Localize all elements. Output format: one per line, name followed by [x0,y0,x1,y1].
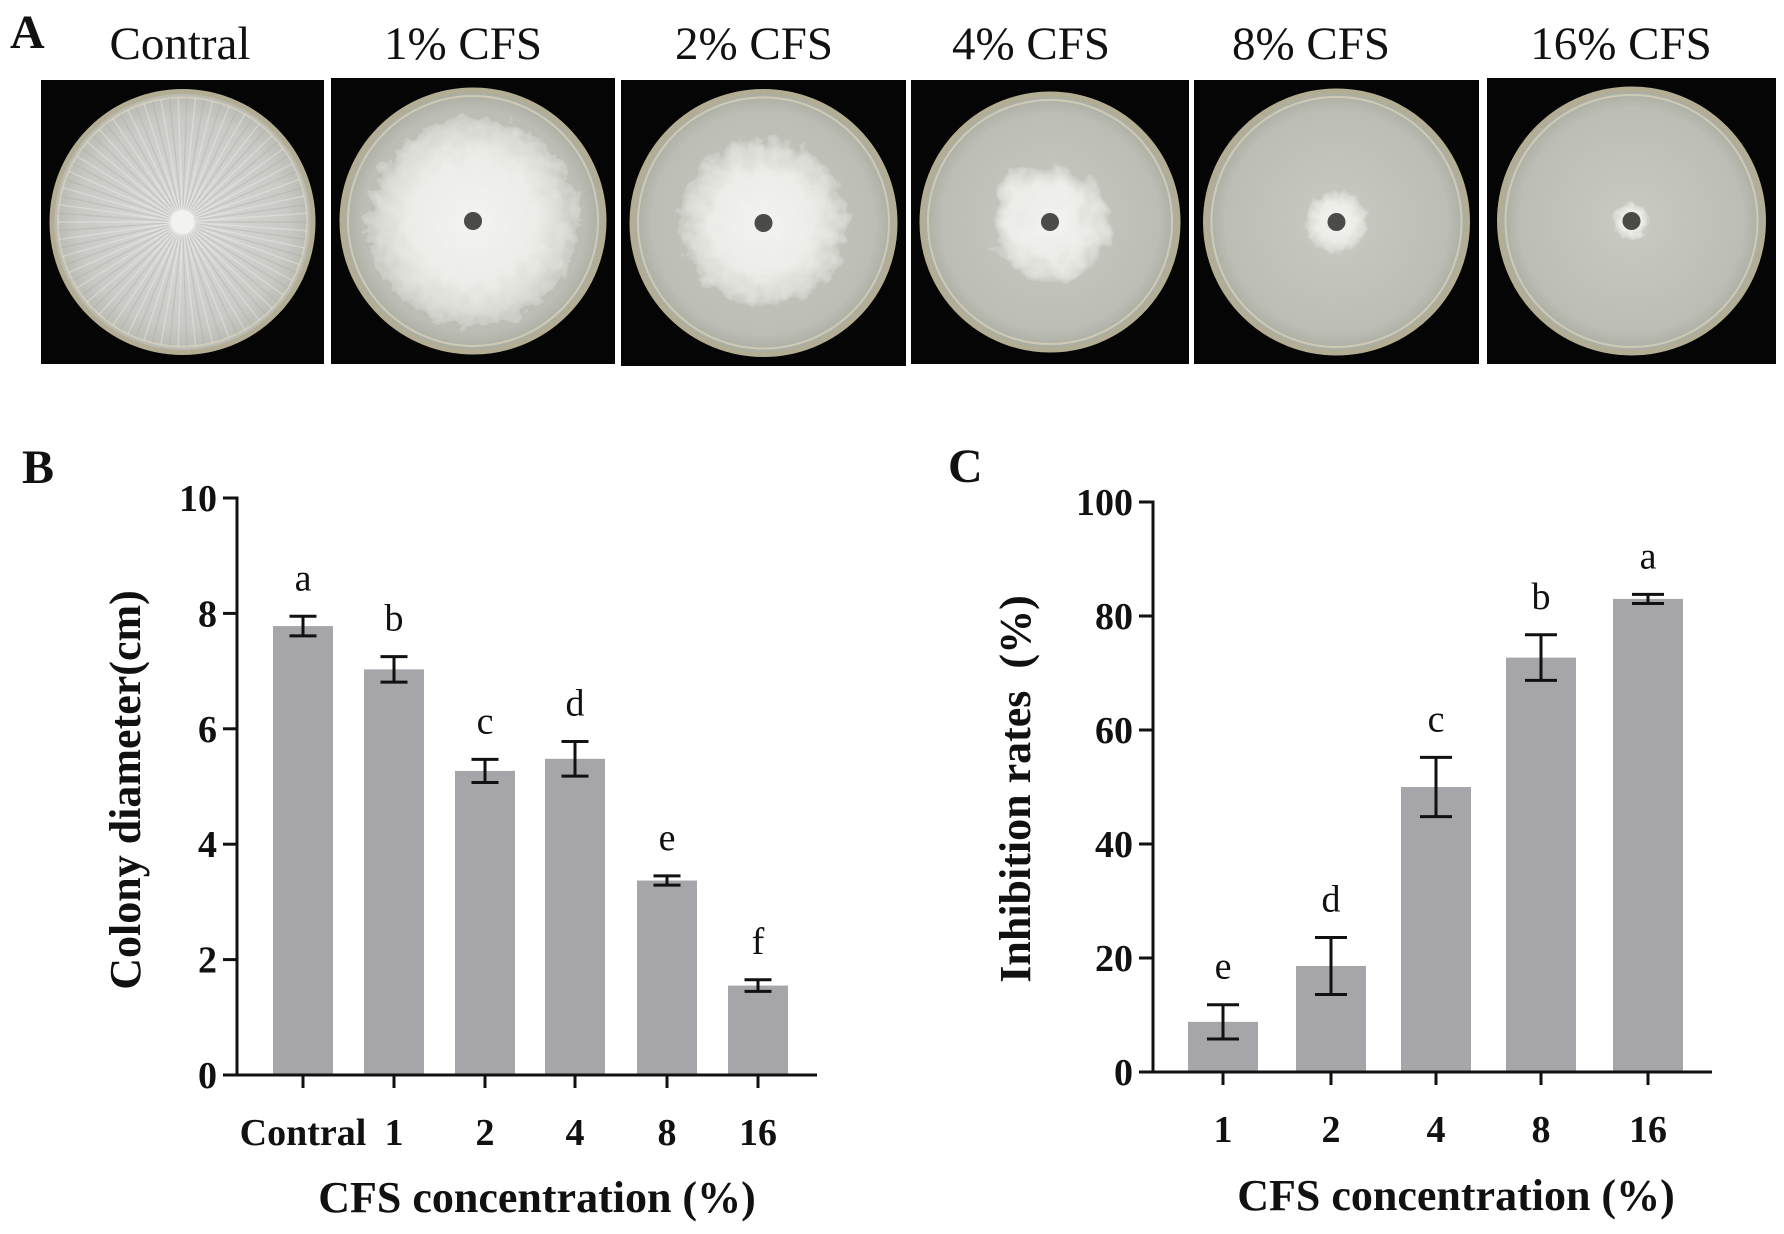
photo-4pct [911,80,1189,364]
bar-16 [728,985,788,1075]
x-tick-label: 1 [1214,1109,1233,1151]
photo-title-8pct: 8% CFS [1232,18,1390,70]
significance-letter-4: d [566,682,585,724]
y-tick-label: 0 [198,1055,217,1097]
error-bar-Contral [289,614,317,638]
y-axis-title: Inhibition rates (%) [991,595,1040,982]
error-bar-16 [1632,592,1664,605]
x-tick-label: 16 [1629,1109,1667,1151]
petri-dish-rim [1504,94,1759,348]
petri-dish-rim [347,95,599,347]
significance-letter-2: d [1322,878,1341,920]
photo-contral [41,80,324,364]
significance-letter-8: b [1532,576,1551,618]
x-tick-label: 1 [385,1112,404,1154]
photo-title-4pct: 4% CFS [952,18,1110,70]
inoculum-plug [464,212,482,230]
x-tick-label: 8 [658,1112,677,1154]
error-bar-4 [1420,755,1452,819]
petri-dish-rim [1210,96,1463,348]
panel-label-c: C [948,440,983,493]
significance-letter-4: c [1428,698,1445,740]
bar-16 [1613,598,1683,1072]
petri-dish-rim [57,96,308,348]
y-tick-label: 100 [1076,482,1133,524]
significance-letter-16: f [752,921,765,963]
inoculum-plug [754,214,773,232]
photo-title-16pct: 16% CFS [1530,18,1712,70]
error-bar-1 [380,655,408,684]
x-tick-label: 8 [1532,1109,1551,1151]
y-tick-label: 4 [198,824,217,866]
error-bar-2 [1315,935,1347,996]
error-bar-8 [653,874,681,887]
y-tick-label: 8 [198,593,217,635]
significance-letter-8: e [659,817,676,859]
y-tick-label: 10 [179,478,217,520]
x-tick-label: Contral [240,1112,367,1154]
petri-dish-rim [927,99,1173,345]
inoculum-plug [1041,213,1059,231]
x-axis-title: CFS concentration (%) [1237,1171,1675,1220]
bar-1 [364,669,424,1075]
error-bar-4 [561,739,589,778]
panel-label-b: B [22,441,54,494]
y-tick-label: 40 [1095,824,1133,866]
significance-letter-1: b [385,598,404,640]
inoculum-plug [1622,212,1641,230]
photo-title-2pct: 2% CFS [675,18,833,70]
bar-2 [455,770,515,1075]
bar-4 [1401,787,1471,1072]
photo-title-contral: Contral [110,18,251,70]
photo-title-1pct: 1% CFS [384,18,542,70]
x-tick-label: 16 [739,1112,777,1154]
error-bar-8 [1525,633,1557,682]
y-axis-title: Colony diameter(cm) [101,590,150,990]
significance-letter-2: c [477,700,494,742]
bar-8 [1506,657,1576,1072]
colony-center [170,210,195,234]
y-tick-label: 80 [1095,596,1133,638]
significance-letter-1: e [1215,946,1232,988]
photo-1pct [331,78,615,364]
mycelium-streaks [58,97,307,347]
x-tick-label: 4 [1427,1109,1446,1151]
panel-a-photos [41,78,1776,366]
error-bar-1 [1207,1003,1239,1041]
significance-letter-16: a [1640,535,1657,577]
x-tick-label: 2 [1322,1109,1341,1151]
bar-4 [545,758,605,1075]
photo-16pct [1487,78,1776,364]
chart-b-colony-diameter: a b c d e f 0 2 4 6 8 10 Contral 1 2 4 8 16 CFS concentrat… [101,478,817,1222]
bar-8 [637,880,697,1075]
significance-letter-Contral: a [295,557,312,599]
petri-dish-rim [637,96,890,350]
photo-2pct [621,80,906,366]
error-bar-2 [471,757,499,784]
y-tick-label: 6 [198,709,217,751]
bar-Contral [273,626,333,1075]
x-axis-title: CFS concentration (%) [318,1173,756,1222]
y-tick-label: 0 [1114,1052,1133,1094]
y-tick-label: 20 [1095,938,1133,980]
error-bar-16 [744,978,772,993]
inoculum-plug [1327,213,1346,231]
x-tick-label: 2 [476,1112,495,1154]
panel-label-a: A [10,6,45,59]
photo-8pct [1194,80,1479,364]
x-tick-label: 4 [566,1112,585,1154]
y-tick-label: 60 [1095,710,1133,752]
y-tick-label: 2 [198,940,217,982]
chart-c-inhibition-rates: e d c b a 0 20 40 60 80 100 1 2 4 8 16 CFS concentration… [991,482,1712,1220]
